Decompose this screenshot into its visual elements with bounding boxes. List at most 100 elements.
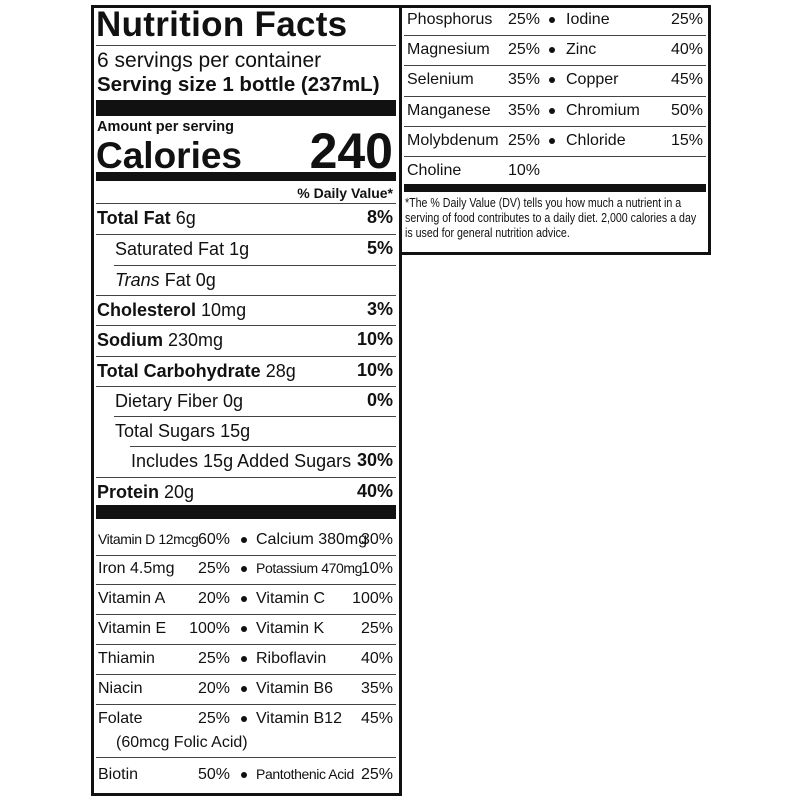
divider — [114, 416, 396, 417]
mineral-dv: 25% — [670, 11, 703, 29]
nutrient-dv: 5% — [366, 238, 393, 259]
thick-bar — [96, 505, 396, 519]
title: Nutrition Facts — [96, 5, 348, 44]
vitamin-dv: 10% — [360, 560, 393, 578]
nutrient-amount: 28g — [265, 361, 296, 381]
nutrient-name: Total Carbohydrate — [97, 361, 261, 381]
mineral-dv: 25% — [507, 41, 540, 59]
vitamin-note: (60mcg Folic Acid) — [116, 734, 248, 752]
mineral-dv: 35% — [507, 102, 540, 120]
nutrient-dv: 10% — [356, 360, 393, 381]
nutrient-row: Total Carbohydrate 28g — [97, 360, 296, 382]
vitamin-name: Calcium 380mg — [256, 531, 368, 549]
mineral-dv: 50% — [670, 102, 703, 120]
divider — [96, 325, 396, 326]
vitamin-name: Thiamin — [98, 650, 155, 668]
mineral-name: Selenium — [407, 71, 474, 89]
vitamin-name: Vitamin C — [256, 590, 326, 608]
nutrient-amount: 6g — [175, 208, 196, 228]
nutrient-dv: 3% — [366, 299, 393, 320]
nutrient-row: Cholesterol 10mg — [97, 299, 246, 321]
thick-bar — [404, 184, 706, 192]
vitamin-dv: 25% — [360, 766, 393, 784]
nutrient-amount: 230mg — [168, 330, 224, 350]
bullet — [549, 108, 555, 114]
mineral-name: Magnesium — [407, 41, 490, 59]
vitamin-name: Vitamin A — [98, 590, 166, 608]
vitamin-name: Iron 4.5mg — [98, 560, 175, 578]
bullet — [241, 716, 247, 722]
calories-value: 240 — [309, 123, 393, 179]
divider — [96, 757, 396, 758]
mineral-name: Zinc — [566, 41, 597, 59]
servings: 6 servings per container — [97, 49, 322, 73]
divider — [96, 614, 396, 615]
vitamin-dv: 20% — [197, 680, 230, 698]
divider — [404, 95, 706, 97]
vitamin-dv: 100% — [189, 620, 230, 638]
vitamin-dv: 25% — [360, 620, 393, 638]
mineral-name: Phosphorus — [407, 11, 493, 29]
nutrient-amount: 15g — [220, 421, 251, 441]
vitamin-name: Vitamin D 12mcg — [98, 531, 199, 548]
divider — [96, 355, 396, 357]
divider — [96, 674, 396, 675]
vitamin-dv: 25% — [197, 650, 230, 668]
nutrient-amount: 10mg — [201, 300, 247, 320]
vitamin-dv: 20% — [197, 590, 230, 608]
nutrient-name: Saturated Fat — [115, 239, 225, 259]
nutrient-row: Total Fat 6g — [97, 207, 196, 229]
divider — [96, 476, 396, 478]
bullet — [241, 686, 247, 692]
vitamin-name: Potassium 470mg — [256, 560, 363, 577]
mineral-name: Chromium — [566, 102, 640, 120]
vitamin-dv: 30% — [360, 531, 393, 549]
nutrient-row: Includes 15g Added Sugars — [131, 450, 351, 472]
nutrient-amount: 0g — [223, 391, 244, 411]
vitamin-dv: 60% — [197, 531, 230, 549]
nutrient-dv: 10% — [356, 329, 393, 350]
nutrient-row: Sodium 230mg — [97, 329, 223, 351]
mineral-dv: 25% — [507, 132, 540, 150]
nutrient-dv: 0% — [366, 390, 393, 411]
daily-value-header: % Daily Value* — [297, 184, 393, 201]
nutrient-row: Dietary Fiber 0g — [115, 390, 243, 412]
divider — [404, 126, 706, 127]
amount-per-serving: Amount per serving — [97, 119, 234, 136]
nutrient-name-italic: Trans — [115, 270, 160, 290]
divider — [96, 584, 396, 585]
main-panel — [91, 5, 402, 796]
mineral-name: Chloride — [566, 132, 626, 150]
nutrient-name: Sodium — [97, 330, 163, 350]
bullet — [241, 596, 247, 602]
nutrient-name: Dietary Fiber — [115, 391, 219, 411]
nutrient-name: Total Fat — [97, 208, 171, 228]
divider — [96, 704, 396, 705]
nutrient-amount: 1g — [229, 239, 250, 259]
nutrient-dv: 30% — [356, 450, 393, 471]
vitamin-name: Vitamin K — [256, 620, 325, 638]
bullet — [241, 772, 247, 778]
nutrient-row: Protein 20g — [97, 481, 194, 503]
divider — [114, 264, 396, 266]
nutrient-dv: 40% — [356, 481, 393, 502]
bullet — [241, 537, 247, 543]
thick-bar — [96, 100, 396, 116]
nutrient-name: Cholesterol — [97, 300, 197, 320]
vitamin-name: Biotin — [98, 766, 139, 784]
divider — [96, 386, 396, 387]
divider — [404, 35, 706, 36]
vitamin-name: Folate — [98, 710, 143, 728]
footnote: *The % Daily Value (DV) tells you how mu… — [405, 196, 697, 240]
vitamin-name: Vitamin E — [98, 620, 167, 638]
divider — [96, 203, 396, 204]
divider — [96, 295, 396, 296]
divider — [404, 65, 706, 66]
bullet — [241, 566, 247, 572]
divider — [96, 233, 396, 235]
mineral-dv: 35% — [507, 71, 540, 89]
bullet — [241, 656, 247, 662]
nutrient-row: Total Sugars 15g — [115, 420, 250, 442]
mineral-dv: 15% — [670, 132, 703, 150]
bullet — [549, 17, 555, 23]
